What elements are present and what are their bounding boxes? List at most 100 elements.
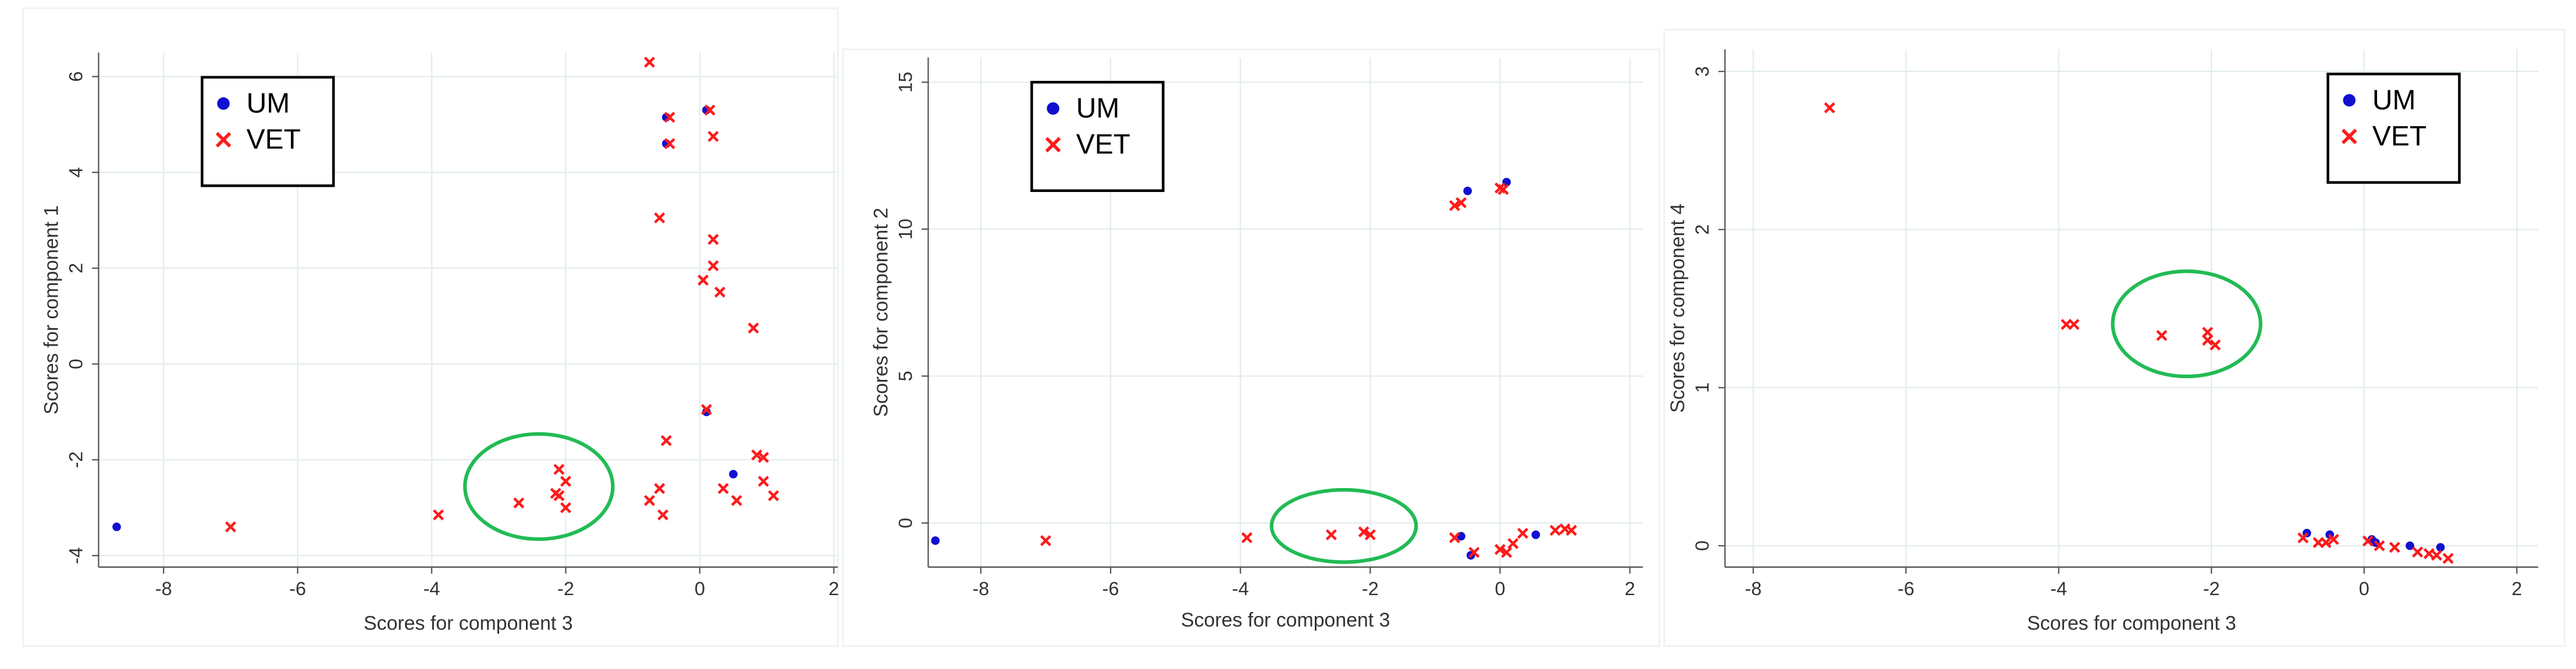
x-tick-label: -8 [1745,578,1762,599]
point [433,509,444,521]
point [2320,537,2332,549]
point [660,435,672,446]
x-tick-label: 2 [828,578,839,599]
legend-label: UM [1076,93,1120,124]
point [731,494,742,506]
point [707,131,719,143]
point [757,451,769,463]
point [1449,532,1460,543]
point [2068,319,2080,330]
legend-label: VET [1076,129,1130,160]
point [700,404,712,415]
point [1463,186,1472,195]
x-tick-label: 0 [695,578,705,599]
y-axis-label: Scores for component 1 [40,205,62,415]
y-tick-label: 6 [65,72,86,82]
point [553,490,565,501]
point [2389,542,2400,553]
legend-marker [217,97,230,110]
point [654,212,666,224]
y-tick-label: 5 [895,371,916,381]
highlight-ellipse [2111,269,2262,379]
x-tick-label: 2 [2511,578,2522,599]
point [553,464,565,475]
point [1449,200,1460,211]
y-tick-label: 2 [65,263,86,273]
y-tick-label: 2 [1692,225,1713,235]
legend-marker [1045,137,1061,152]
point [560,502,571,514]
point [1507,538,1519,549]
point [1549,525,1561,536]
point [664,138,675,150]
point [707,260,719,272]
x-tick-label: 0 [2359,578,2369,599]
y-tick-label: 0 [1692,540,1713,551]
legend-box [1030,81,1165,193]
x-tick-label: -6 [289,578,306,599]
point [657,509,669,521]
point [2362,535,2374,547]
point [931,536,940,545]
point [2297,532,2309,544]
legend-label: UM [2372,85,2416,116]
y-tick-label: -4 [65,547,86,564]
point [2442,553,2454,564]
highlight-ellipse [1269,487,1418,564]
point [1824,102,1835,113]
point [225,521,236,533]
point [560,475,571,487]
point [1468,547,1480,558]
legend-label: VET [2372,121,2426,152]
x-tick-label: -4 [424,578,440,599]
point [704,104,716,116]
point [654,483,666,494]
point [664,112,675,123]
point [2431,549,2442,561]
y-axis-label: Scores for component 2 [870,208,892,417]
x-tick-label: -8 [155,578,172,599]
point [757,475,769,487]
point [2202,326,2214,338]
highlight-ellipse [463,432,615,541]
point [1358,526,1369,538]
point [1241,532,1253,543]
y-axis-label: Scores for component 4 [1667,204,1689,413]
point [1517,528,1529,539]
x-tick-label: -2 [1362,578,1379,599]
legend-label: UM [247,88,290,119]
y-tick-label: 0 [65,359,86,369]
legend-label: VET [247,124,301,155]
point [1497,184,1509,195]
point [643,56,655,68]
x-axis-label: Scores for component 3 [1181,609,1390,631]
point [1364,529,1376,540]
y-tick-label: -2 [65,451,86,468]
y-tick-label: 3 [1692,66,1713,77]
y-tick-label: 4 [65,167,86,177]
point [748,322,759,334]
point [1456,197,1467,208]
x-tick-label: -2 [557,578,574,599]
x-tick-label: -4 [2050,578,2067,599]
point [1040,535,1052,546]
x-axis-label: Scores for component 3 [364,613,573,635]
x-axis-label: Scores for component 3 [2027,613,2236,635]
point [2423,548,2435,560]
point [729,469,738,479]
y-tick-label: 15 [895,72,916,92]
panel-frame [842,48,1660,647]
point [112,522,121,531]
point [707,234,719,245]
point [2412,546,2424,558]
point [717,483,729,494]
y-tick-label: 10 [895,219,916,240]
point [2156,330,2168,341]
plots: -4 -2 0 2 4 6 -8 -6 -4 -2 0 2 Scores for component 3… [40,49,2539,635]
y-tick-label: 0 [895,518,916,528]
point [1565,525,1577,536]
point [2374,540,2385,551]
legend-marker [215,131,232,148]
